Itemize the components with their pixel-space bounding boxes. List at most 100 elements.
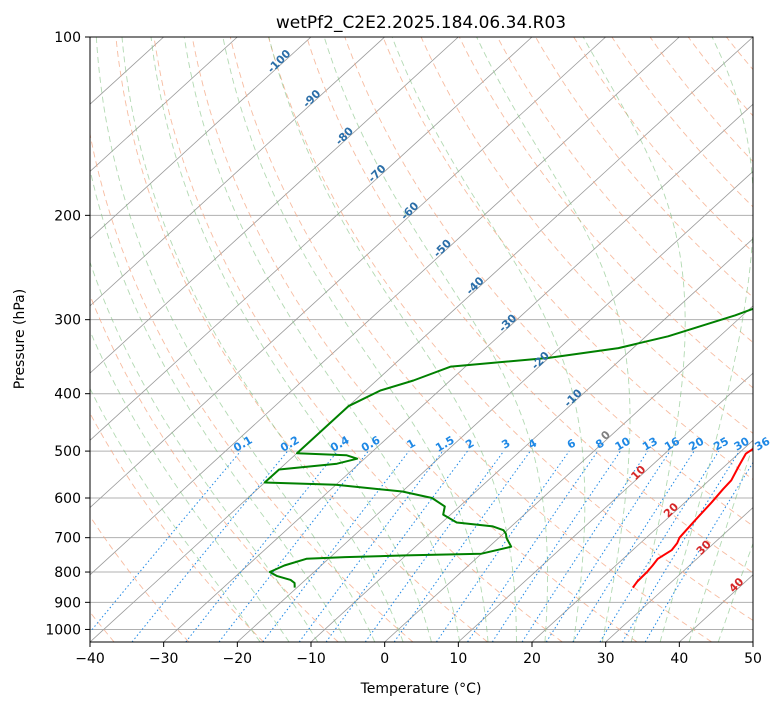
mixing-ratio-line [364, 450, 505, 642]
dry-adiabat-line [420, 37, 753, 434]
mixing-ratio-line [393, 450, 531, 642]
y-tick-label: 100 [54, 30, 81, 46]
mixing-ratio-line [131, 450, 288, 642]
moist-adiabat-line [323, 37, 548, 642]
x-tick-label: 20 [523, 651, 541, 667]
dewpoint-profile-line [263, 307, 753, 588]
isotherm-label: -10 [561, 386, 584, 409]
isotherm-label: 40 [726, 575, 746, 595]
mixing-ratio-label: 6 [565, 436, 578, 451]
isotherm-line [605, 507, 753, 642]
x-tick-label: 40 [670, 651, 688, 667]
moist-adiabat-line [90, 167, 347, 642]
x-tick-label: −30 [149, 651, 179, 667]
isotherm-line [90, 37, 680, 576]
isotherm-line [90, 37, 385, 307]
y-tick-label: 400 [54, 387, 81, 403]
mixing-ratio-line [90, 450, 242, 633]
y-tick-label: 600 [54, 491, 81, 507]
isotherm-line [90, 37, 312, 240]
isotherm-line [90, 37, 753, 642]
isotherm-line [90, 37, 606, 509]
isotherm-label: -40 [463, 274, 486, 297]
isotherm-line [458, 372, 753, 642]
mixing-ratio-line [325, 450, 468, 642]
mixing-ratio-label: 3 [499, 437, 512, 452]
plot-frame [89, 36, 754, 643]
x-axis-label: Temperature (°C) [360, 681, 482, 697]
mixing-ratio-line [467, 450, 599, 642]
y-axis-label: Pressure (hPa) [12, 289, 28, 389]
dry-adiabat-line [573, 37, 753, 253]
dry-adiabat-line [90, 515, 190, 642]
x-tick-label: −40 [75, 651, 105, 667]
y-tick-label: 200 [54, 208, 81, 224]
dry-adiabat-line [382, 37, 753, 481]
moist-adiabat-line [222, 37, 489, 642]
x-tick-label: 50 [744, 651, 762, 667]
moist-adiabat-line [659, 37, 753, 642]
dry-adiabat-line [458, 37, 753, 389]
x-tick-label: 0 [380, 651, 389, 667]
isotherm-label: -50 [431, 237, 454, 260]
y-tick-label: 1000 [45, 622, 81, 638]
moist-adiabat-line [90, 329, 290, 642]
moist-adiabat-line [688, 443, 753, 642]
mixing-ratio-label: 1 [405, 437, 418, 452]
mixing-ratio-line [435, 450, 570, 642]
mixing-ratio-line [621, 450, 740, 642]
x-tick-label: 30 [597, 651, 615, 667]
dry-adiabat-line [765, 37, 775, 642]
mixing-ratio-label: 4 [526, 436, 539, 451]
moist-adiabat-line [90, 260, 319, 642]
dry-adiabat-line [229, 37, 712, 642]
dry-adiabat-line [611, 37, 753, 208]
isotherm-line [237, 170, 753, 642]
moist-adiabat-line [268, 37, 517, 642]
dry-adiabat-line [115, 37, 488, 642]
dry-adiabat-line [344, 37, 753, 527]
dry-adiabat-line [649, 37, 753, 163]
moist-adiabat-line [476, 37, 631, 642]
moist-adiabat-line [717, 542, 753, 642]
mixing-ratio-label: 2 [463, 437, 476, 452]
isotherm-label: -30 [496, 311, 519, 334]
dry-adiabat-line [268, 37, 753, 621]
x-tick-label: −20 [223, 651, 253, 667]
mixing-ratio-label: 36 [752, 434, 772, 453]
isotherm-line [384, 305, 753, 642]
dry-adiabat-line [306, 37, 753, 574]
isotherm-line [90, 37, 459, 374]
moist-adiabat-line [183, 37, 461, 642]
mixing-ratio-line [185, 450, 338, 642]
isotherm-label: 10 [628, 463, 648, 483]
dry-adiabat-line [497, 37, 753, 344]
mixing-ratio-line [298, 450, 444, 642]
moist-adiabat-line [95, 37, 376, 642]
y-tick-label: 500 [54, 444, 81, 460]
mixing-ratio-line [491, 450, 621, 642]
x-tick-label: 10 [449, 651, 467, 667]
y-tick-label: 800 [54, 565, 81, 581]
isotherm-label: -90 [300, 87, 323, 110]
dry-adiabat-line [153, 37, 563, 642]
isotherm-label: 20 [661, 500, 681, 520]
dry-adiabat-line [726, 37, 753, 71]
dry-adiabat-line [90, 412, 264, 642]
isotherm-line [90, 37, 238, 172]
isotherm-label: -100 [265, 47, 294, 76]
mixing-ratio-line [218, 450, 369, 642]
moist-adiabat-line [121, 37, 404, 642]
moist-adiabat-line [90, 387, 261, 642]
y-tick-label: 900 [54, 595, 81, 611]
isotherm-label: -80 [333, 124, 356, 147]
dry-adiabat-line [90, 131, 414, 642]
dry-adiabat-line [90, 294, 339, 642]
moist-adiabat-line [391, 37, 586, 642]
temperature-profile-line [631, 447, 753, 589]
mixing-ratio-line [545, 450, 671, 642]
isotherm-line [90, 37, 533, 441]
moist-adiabat-line [582, 37, 686, 642]
mixing-ratio-line [572, 450, 695, 642]
